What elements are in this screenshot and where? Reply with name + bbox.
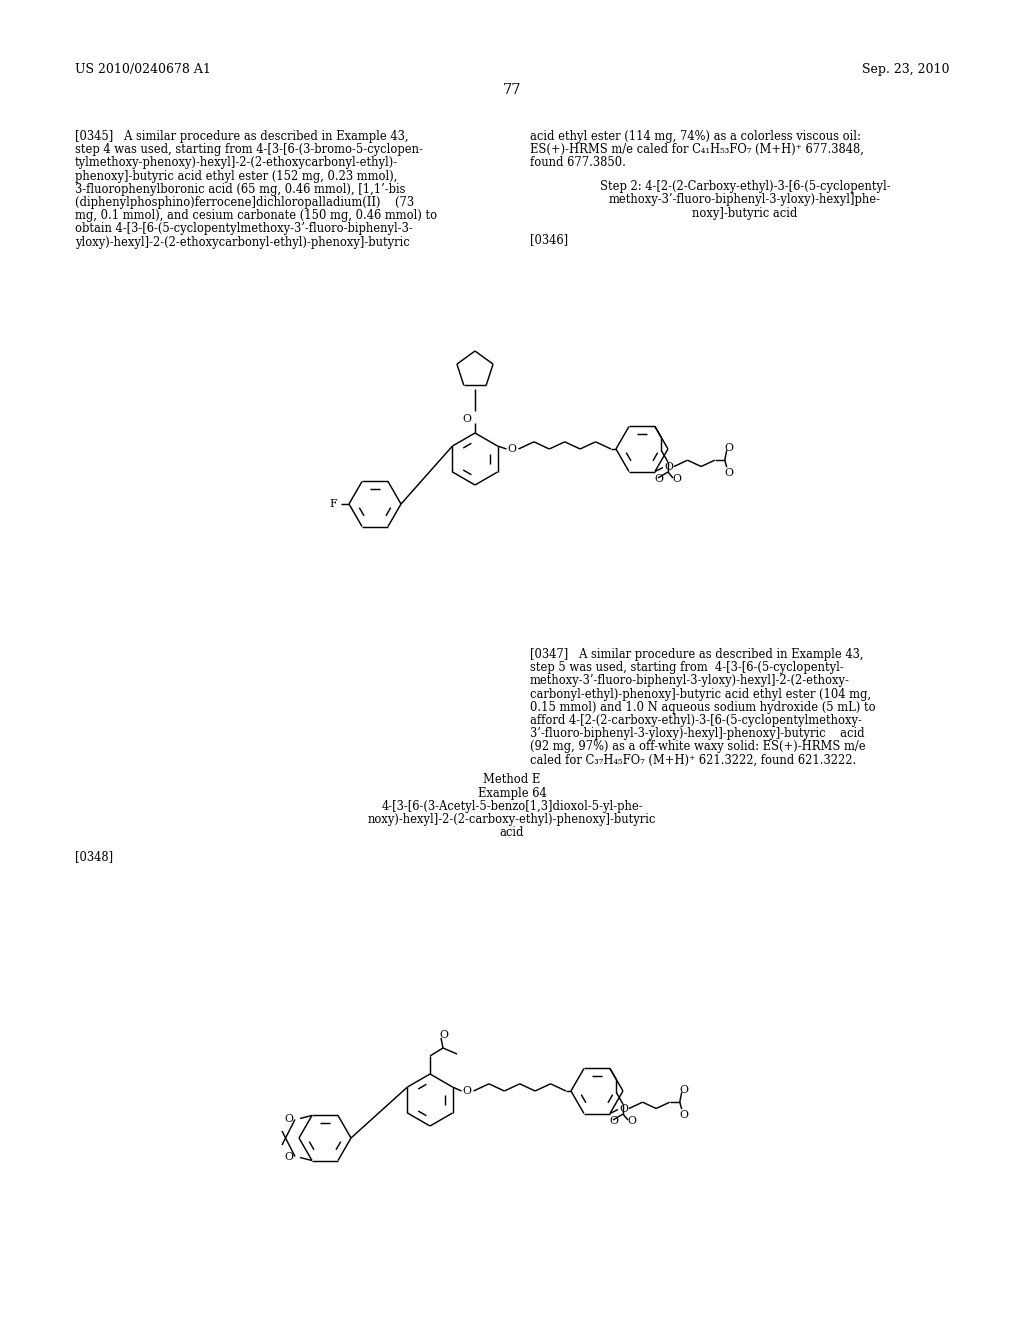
Text: mg, 0.1 mmol), and cesium carbonate (150 mg, 0.46 mmol) to: mg, 0.1 mmol), and cesium carbonate (150… <box>75 209 437 222</box>
Text: O: O <box>284 1151 293 1162</box>
Text: acid: acid <box>500 826 524 840</box>
Text: obtain 4-[3-[6-(5-cyclopentylmethoxy-3’-fluoro-biphenyl-3-: obtain 4-[3-[6-(5-cyclopentylmethoxy-3’-… <box>75 222 413 235</box>
Text: 3’-fluoro-biphenyl-3-yloxy)-hexyl]-phenoxy]-butyric    acid: 3’-fluoro-biphenyl-3-yloxy)-hexyl]-pheno… <box>530 727 864 741</box>
Text: Sep. 23, 2010: Sep. 23, 2010 <box>862 63 950 77</box>
Text: (92 mg, 97%) as a off-white waxy solid: ES(+)-HRMS m/e: (92 mg, 97%) as a off-white waxy solid: … <box>530 741 865 754</box>
Text: [0345]   A similar procedure as described in Example 43,: [0345] A similar procedure as described … <box>75 129 409 143</box>
Text: [0347]   A similar procedure as described in Example 43,: [0347] A similar procedure as described … <box>530 648 863 661</box>
Text: O: O <box>462 414 471 424</box>
Text: US 2010/0240678 A1: US 2010/0240678 A1 <box>75 63 211 77</box>
Text: O: O <box>664 462 673 471</box>
Text: Example 64: Example 64 <box>477 787 547 800</box>
Text: step 4 was used, starting from 4-[3-[6-(3-bromo-5-cyclopen-: step 4 was used, starting from 4-[3-[6-(… <box>75 143 423 156</box>
Text: 3-fluorophenylboronic acid (65 mg, 0.46 mmol), [1,1’-bis: 3-fluorophenylboronic acid (65 mg, 0.46 … <box>75 182 406 195</box>
Text: O: O <box>439 1030 449 1040</box>
Text: acid ethyl ester (114 mg, 74%) as a colorless viscous oil:: acid ethyl ester (114 mg, 74%) as a colo… <box>530 129 861 143</box>
Text: step 5 was used, starting from  4-[3-[6-(5-cyclopentyl-: step 5 was used, starting from 4-[3-[6-(… <box>530 661 844 675</box>
Text: noxy]-butyric acid: noxy]-butyric acid <box>692 206 798 219</box>
Text: 0.15 mmol) and 1.0 N aqueous sodium hydroxide (5 mL) to: 0.15 mmol) and 1.0 N aqueous sodium hydr… <box>530 701 876 714</box>
Text: Method E: Method E <box>483 774 541 787</box>
Text: phenoxy]-butyric acid ethyl ester (152 mg, 0.23 mmol),: phenoxy]-butyric acid ethyl ester (152 m… <box>75 169 397 182</box>
Text: O: O <box>725 444 734 453</box>
Text: (diphenylphosphino)ferrocene]dichloropalladium(II)    (73: (diphenylphosphino)ferrocene]dichloropal… <box>75 195 414 209</box>
Text: Step 2: 4-[2-(2-Carboxy-ethyl)-3-[6-(5-cyclopentyl-: Step 2: 4-[2-(2-Carboxy-ethyl)-3-[6-(5-c… <box>600 180 890 193</box>
Text: ES(+)-HRMS m/e caled for C₄₁H₅₃FO₇ (M+H)⁺ 677.3848,: ES(+)-HRMS m/e caled for C₄₁H₅₃FO₇ (M+H)… <box>530 143 864 156</box>
Text: 77: 77 <box>503 83 521 96</box>
Text: [0346]: [0346] <box>530 232 568 246</box>
Text: O: O <box>680 1110 689 1121</box>
Text: yloxy)-hexyl]-2-(2-ethoxycarbonyl-ethyl)-phenoxy]-butyric: yloxy)-hexyl]-2-(2-ethoxycarbonyl-ethyl)… <box>75 235 410 248</box>
Text: tylmethoxy-phenoxy)-hexyl]-2-(2-ethoxycarbonyl-ethyl)-: tylmethoxy-phenoxy)-hexyl]-2-(2-ethoxyca… <box>75 156 398 169</box>
Text: found 677.3850.: found 677.3850. <box>530 156 626 169</box>
Text: 4-[3-[6-(3-Acetyl-5-benzo[1,3]dioxol-5-yl-phe-: 4-[3-[6-(3-Acetyl-5-benzo[1,3]dioxol-5-y… <box>381 800 643 813</box>
Text: O: O <box>654 474 663 484</box>
Text: F: F <box>330 499 337 510</box>
Text: O: O <box>627 1115 636 1126</box>
Text: O: O <box>609 1115 617 1126</box>
Text: methoxy-3’-fluoro-biphenyl-3-yloxy)-hexyl]phe-: methoxy-3’-fluoro-biphenyl-3-yloxy)-hexy… <box>609 193 881 206</box>
Text: [0348]: [0348] <box>75 850 113 863</box>
Text: O: O <box>672 474 681 484</box>
Text: O: O <box>680 1085 689 1096</box>
Text: O: O <box>463 1086 471 1096</box>
Text: O: O <box>725 469 734 478</box>
Text: noxy)-hexyl]-2-(2-carboxy-ethyl)-phenoxy]-butyric: noxy)-hexyl]-2-(2-carboxy-ethyl)-phenoxy… <box>368 813 656 826</box>
Text: O: O <box>284 1114 293 1125</box>
Text: methoxy-3’-fluoro-biphenyl-3-yloxy)-hexyl]-2-(2-ethoxy-: methoxy-3’-fluoro-biphenyl-3-yloxy)-hexy… <box>530 675 850 688</box>
Text: O: O <box>508 444 516 454</box>
Text: carbonyl-ethyl)-phenoxy]-butyric acid ethyl ester (104 mg,: carbonyl-ethyl)-phenoxy]-butyric acid et… <box>530 688 871 701</box>
Text: O: O <box>618 1104 628 1114</box>
Text: afford 4-[2-(2-carboxy-ethyl)-3-[6-(5-cyclopentylmethoxy-: afford 4-[2-(2-carboxy-ethyl)-3-[6-(5-cy… <box>530 714 862 727</box>
Text: caled for C₃₇H₄₅FO₇ (M+H)⁺ 621.3222, found 621.3222.: caled for C₃₇H₄₅FO₇ (M+H)⁺ 621.3222, fou… <box>530 754 856 767</box>
